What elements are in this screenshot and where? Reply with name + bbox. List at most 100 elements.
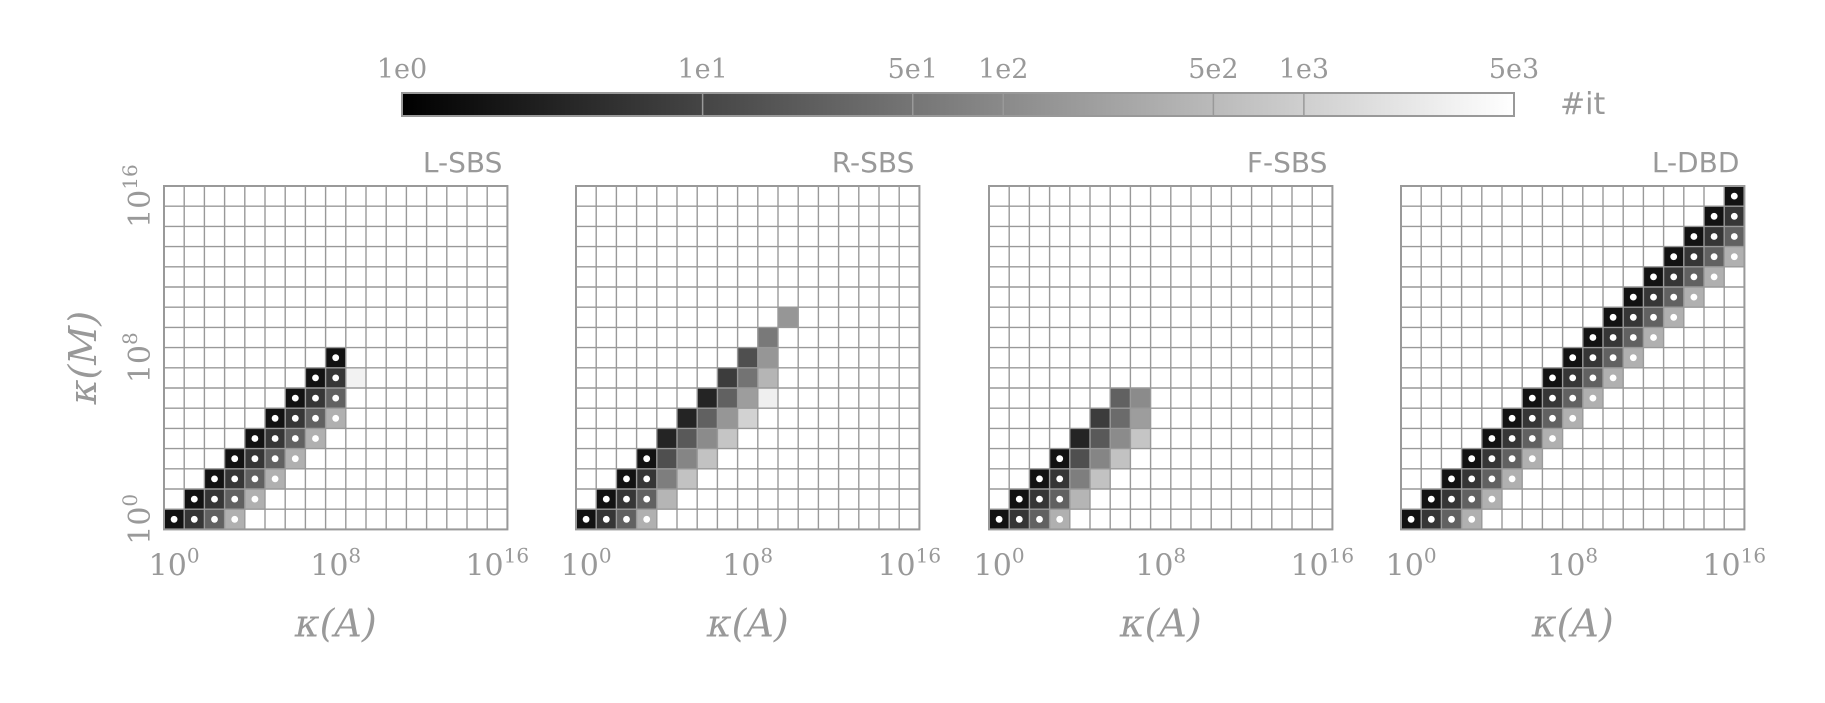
heatmap-cell [677, 468, 698, 489]
cell-marker [1609, 354, 1617, 362]
cell-marker [1609, 313, 1617, 321]
x-tick-label: 108 [1547, 543, 1598, 583]
cell-marker [271, 455, 279, 463]
cell-marker [1650, 313, 1657, 321]
cell-marker [1427, 515, 1435, 523]
x-tick-label: 108 [722, 543, 773, 583]
cell-marker [1670, 273, 1678, 281]
heatmap-cell [717, 388, 738, 409]
cell-marker [1015, 515, 1023, 523]
panel-r-sbs: R-SBS 100 108 1016 κ(A) [561, 146, 941, 645]
heatmap-cell [717, 428, 738, 449]
x-tick-label: 1016 [1702, 543, 1766, 583]
cell-marker [1549, 394, 1556, 402]
x-tick-label: 100 [1386, 543, 1437, 583]
cell-marker [1549, 435, 1556, 442]
heatmap-cell [1069, 428, 1090, 449]
cell-marker [1670, 293, 1678, 301]
grid [163, 185, 509, 531]
cell-marker [1569, 354, 1577, 362]
heatmap-cell [1090, 468, 1111, 489]
panel-l-dbd: L-DBD 100 108 1016 κ(A) [1386, 146, 1766, 645]
cell-marker [291, 394, 299, 402]
cell-marker [1468, 475, 1476, 483]
heatmap-cell [737, 408, 758, 429]
colorbar-tick-label: 5e3 [1489, 54, 1539, 85]
cell-marker [332, 374, 340, 382]
cell-marker [602, 515, 610, 523]
cell-marker [231, 475, 239, 483]
heatmap-cell [697, 448, 718, 469]
heatmap-cell [778, 307, 799, 328]
cell-marker [1468, 495, 1476, 503]
cell-marker [291, 455, 299, 463]
cell-marker [1650, 334, 1657, 341]
cell-marker [1589, 394, 1597, 402]
grid [988, 185, 1334, 531]
cell-marker [1609, 374, 1617, 382]
cell-marker [1730, 212, 1738, 220]
cell-marker [1589, 374, 1597, 382]
heatmap-cell [757, 367, 778, 388]
cell-marker [211, 515, 218, 523]
panel-title: L-SBS [423, 146, 502, 179]
cell-marker [1528, 455, 1536, 463]
heatmap-cell [345, 367, 366, 388]
heatmap-cell [1110, 448, 1131, 469]
cell-marker [211, 475, 218, 483]
x-tick-label: 100 [149, 543, 200, 583]
cell-marker [332, 354, 340, 362]
cell-marker [643, 495, 651, 503]
cell-marker [1407, 515, 1415, 523]
heatmap-cell [656, 489, 677, 510]
heatmap-cell [1090, 448, 1111, 469]
cell-marker [1589, 354, 1597, 362]
panel-f-sbs: F-SBS 100 108 1016 κ(A) [974, 146, 1354, 645]
cell-marker [1488, 495, 1496, 503]
cell-marker [1015, 495, 1023, 503]
cell-marker [1448, 515, 1455, 523]
cell-marker [1629, 293, 1637, 301]
y-axis-label: κ(M) [61, 311, 105, 405]
cell-marker [190, 515, 198, 523]
cell-marker [291, 435, 299, 442]
cell-marker [1690, 273, 1698, 281]
heatmap-cell [697, 428, 718, 449]
cell-marker [643, 475, 651, 483]
colorbar-ticks: 1e0 1e1 5e1 1e2 5e2 1e3 5e3 [377, 54, 1539, 116]
cell-marker [1488, 435, 1496, 442]
cell-marker [1690, 293, 1698, 301]
heatmap-cell [757, 388, 778, 409]
cell-marker [1549, 414, 1556, 422]
x-axis-label: κ(A) [1531, 601, 1614, 645]
heatmap-cell [677, 448, 698, 469]
cell-marker [271, 414, 279, 422]
heatmap-cell [737, 367, 758, 388]
cell-marker [251, 475, 259, 483]
cell-marker [251, 455, 259, 463]
cell-marker [1036, 475, 1043, 483]
heatmap-cell [1069, 448, 1090, 469]
heatmap-cell [1110, 408, 1131, 429]
heatmap-cell [656, 468, 677, 489]
cell-marker [1448, 495, 1455, 503]
cell-marker [271, 475, 279, 483]
heatmap-cell [1110, 428, 1131, 449]
cell-marker [312, 414, 319, 422]
colorbar-tick-label: 5e2 [1188, 54, 1238, 85]
cell-marker [1569, 374, 1577, 382]
plot-frame [575, 185, 921, 531]
cell-marker [1629, 313, 1637, 321]
heatmap-cell [757, 347, 778, 368]
cell-marker [623, 515, 630, 523]
cell-marker [1650, 273, 1657, 281]
cell-marker [582, 515, 590, 523]
panel-title: F-SBS [1247, 146, 1327, 179]
cell-marker [231, 455, 239, 463]
cell-marker [1528, 414, 1536, 422]
cell-marker [231, 515, 239, 523]
cell-marker [332, 394, 340, 402]
heatmap-cell [1130, 388, 1151, 409]
cell-marker [271, 435, 279, 442]
